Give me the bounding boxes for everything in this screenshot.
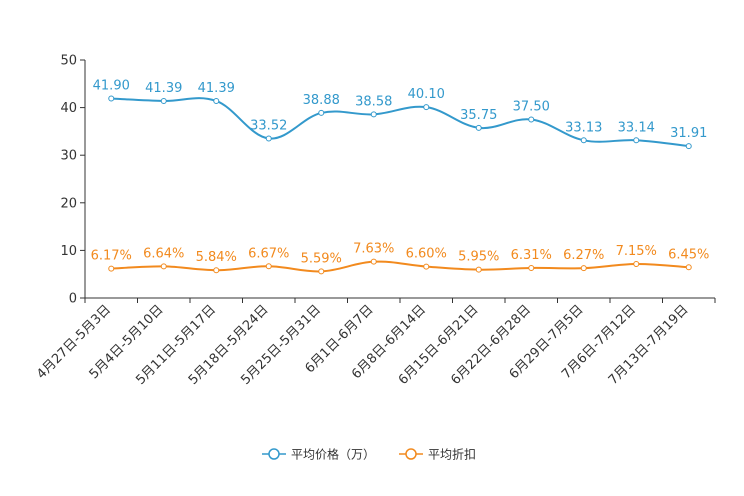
data-label: 6.31% <box>511 248 552 263</box>
data-label: 38.58 <box>355 94 392 109</box>
data-point <box>528 116 535 123</box>
data-point <box>108 95 115 102</box>
y-tick-label: 10 <box>60 244 77 259</box>
chart-legend: 平均价格（万） 平均折扣 <box>262 447 476 462</box>
data-point <box>318 109 325 116</box>
data-point <box>370 258 377 265</box>
data-label: 7.63% <box>353 242 394 257</box>
data-label: 41.39 <box>198 81 235 96</box>
data-point <box>685 264 692 271</box>
data-point <box>213 267 220 274</box>
data-point <box>633 260 640 267</box>
data-point <box>265 135 272 142</box>
data-label: 37.50 <box>513 100 550 115</box>
data-label: 40.10 <box>408 87 445 102</box>
legend-item-1: 平均价格（万） <box>262 447 375 462</box>
data-label: 31.91 <box>670 126 707 141</box>
data-point <box>475 266 482 273</box>
y-tick-label: 50 <box>60 54 77 69</box>
data-label: 41.39 <box>145 81 182 96</box>
data-point <box>633 137 640 144</box>
data-point <box>423 104 430 111</box>
data-label: 38.88 <box>303 93 340 108</box>
chart-series: 41.90 41.39 41.39 33.52 38.88 38.58 40.10 35.75… <box>91 79 709 275</box>
data-label: 33.52 <box>250 118 287 133</box>
data-label: 7.15% <box>616 244 657 259</box>
data-point <box>318 268 325 275</box>
data-point <box>160 263 167 270</box>
data-point <box>160 97 167 104</box>
data-point <box>265 263 272 270</box>
y-tick-label: 0 <box>69 292 77 307</box>
series-1: 41.90 41.39 41.39 33.52 38.88 38.58 40.10 35.75… <box>93 79 707 150</box>
data-point <box>580 137 587 144</box>
data-label: 6.27% <box>563 248 604 263</box>
legend-marker <box>268 448 280 460</box>
data-point <box>370 111 377 118</box>
data-point <box>580 265 587 272</box>
data-label: 41.90 <box>93 79 130 94</box>
data-label: 5.59% <box>301 251 342 266</box>
data-label: 35.75 <box>460 108 497 123</box>
data-label: 33.13 <box>565 120 602 135</box>
legend-label: 平均价格（万） <box>291 447 375 462</box>
data-point <box>528 264 535 271</box>
data-label: 5.95% <box>458 250 499 265</box>
series-2: 6.17% 6.64% 5.84% 6.67% 5.59% 7.63% 6.60% 5.95%… <box>91 242 709 275</box>
y-tick-label: 30 <box>60 149 77 164</box>
data-point <box>475 124 482 131</box>
y-tick-label: 20 <box>60 196 77 211</box>
legend-marker <box>405 448 417 460</box>
data-label: 6.64% <box>143 246 184 261</box>
series-line <box>111 260 689 273</box>
data-point <box>108 265 115 272</box>
data-label: 6.67% <box>248 246 289 261</box>
data-label: 6.60% <box>406 247 447 262</box>
y-tick-label: 40 <box>60 101 77 116</box>
legend-label: 平均折扣 <box>428 447 476 462</box>
data-point <box>213 97 220 104</box>
data-point <box>685 143 692 150</box>
data-label: 5.84% <box>196 250 237 265</box>
data-label: 33.14 <box>618 120 655 135</box>
legend-item-2: 平均折扣 <box>399 447 476 462</box>
data-point <box>423 263 430 270</box>
data-label: 6.45% <box>668 247 709 262</box>
data-label: 6.17% <box>91 249 132 264</box>
